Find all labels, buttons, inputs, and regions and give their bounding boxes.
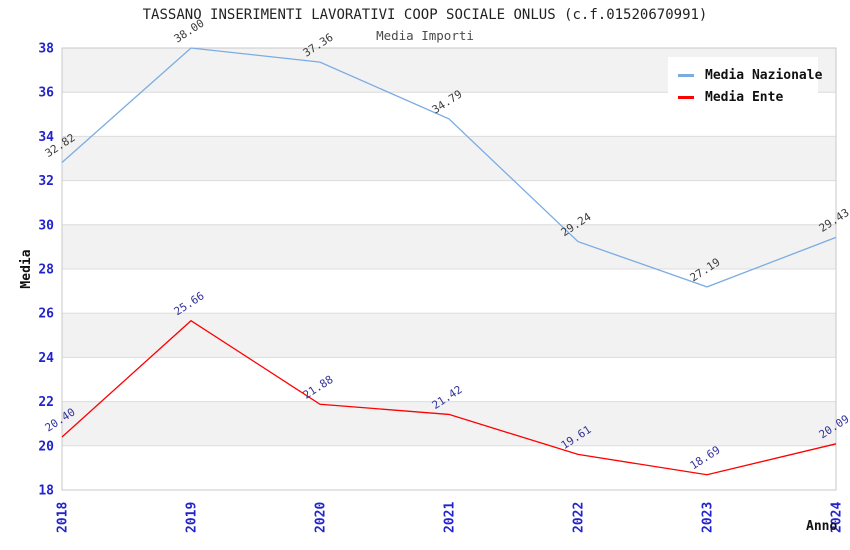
y-tick-label: 38: [38, 42, 54, 57]
legend-item-media-nazionale: Media Nazionale: [678, 64, 822, 86]
y-tick-label: 20: [38, 439, 54, 454]
chart-title: TASSANO INSERIMENTI LAVORATIVI COOP SOCI…: [143, 7, 708, 23]
plot-border: [61, 47, 837, 491]
x-tick-label: 2023: [701, 502, 716, 533]
plot-band: [62, 180, 836, 225]
legend-label-media-nazionale: Media Nazionale: [705, 67, 823, 83]
plot-band: [62, 224, 836, 269]
plot-band: [62, 269, 836, 314]
series-line-media-ente: [61, 319, 837, 476]
plot-band: [62, 136, 836, 181]
plot-band: [62, 401, 836, 446]
legend-label-media-ente: Media Ente: [705, 89, 784, 105]
plot-band: [62, 445, 836, 490]
legend-line-swatch-ente: [678, 95, 694, 99]
y-tick-label: 18: [38, 484, 54, 499]
series-line-media-nazionale: [61, 47, 837, 288]
x-tick-label: 2020: [314, 502, 329, 533]
chart-subtitle: Media Importi: [376, 28, 474, 43]
x-tick-label: 2021: [443, 502, 458, 533]
y-tick-label: 26: [38, 307, 54, 322]
y-tick-label: 28: [38, 263, 54, 278]
y-tick-label: 36: [38, 86, 54, 101]
x-axis-title: Anno: [806, 519, 837, 534]
y-tick-label: 32: [38, 174, 54, 189]
legend-line-swatch-nazionale: [678, 73, 694, 77]
x-tick-label: 2018: [56, 502, 71, 533]
y-tick-label: 30: [38, 218, 54, 233]
y-axis-title: Media: [19, 249, 34, 288]
x-tick-label: 2024: [830, 502, 845, 533]
y-tick-label: 24: [38, 351, 54, 366]
y-tick-label: 34: [38, 130, 54, 145]
plot-band: [62, 357, 836, 402]
plot-band: [62, 313, 836, 358]
legend-item-media-ente: Media Ente: [678, 86, 808, 108]
y-tick-label: 22: [38, 395, 54, 410]
legend: Media Nazionale Media Ente: [668, 57, 822, 114]
x-tick-label: 2022: [572, 502, 587, 533]
x-tick-label: 2019: [185, 502, 200, 533]
